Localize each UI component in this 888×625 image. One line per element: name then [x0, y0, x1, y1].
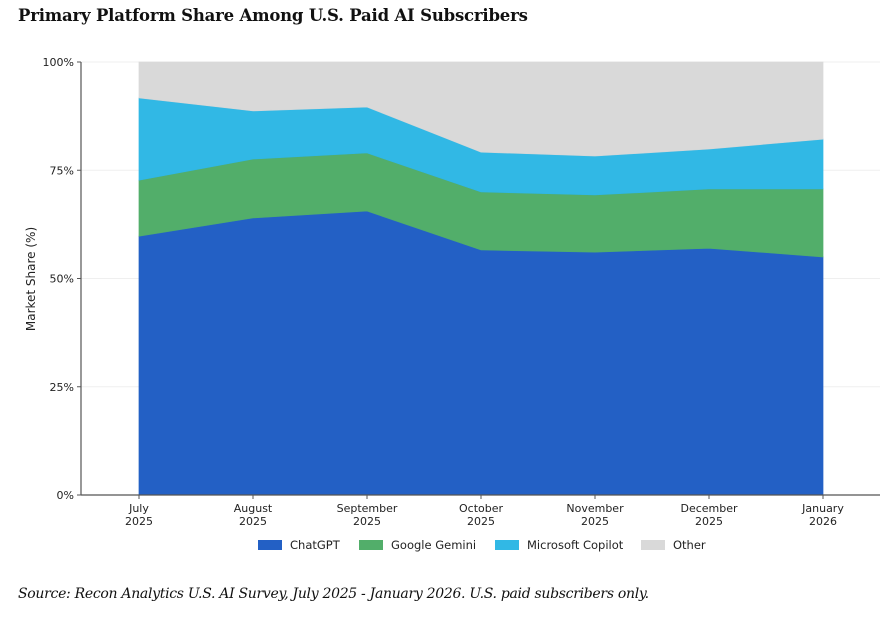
legend-label: ChatGPT: [290, 538, 341, 552]
y-axis-title: Market Share (%): [24, 227, 38, 331]
legend-item-microsoft-copilot: Microsoft Copilot: [495, 538, 624, 552]
x-tick-label: August 2025: [234, 502, 273, 528]
legend-label: Google Gemini: [391, 538, 476, 552]
y-tick-label: 0%: [57, 489, 74, 502]
chart-title: Primary Platform Share Among U.S. Paid A…: [18, 6, 528, 25]
x-axis-ticks: July 2025 August 2025 September 2025 October 20…: [125, 495, 844, 528]
legend-item-google-gemini: Google Gemini: [359, 538, 476, 552]
area-chatgpt: [138, 210, 824, 496]
legend-item-other: Other: [641, 538, 706, 552]
x-tick-label: September 2025: [337, 502, 398, 528]
area-series: [138, 61, 824, 496]
legend-item-chatgpt: ChatGPT: [258, 538, 341, 552]
x-tick-label: December 2025: [680, 502, 738, 528]
legend-label: Microsoft Copilot: [527, 538, 624, 552]
area-other: [138, 61, 824, 157]
x-tick-label: July 2025: [125, 502, 153, 528]
x-tick-label: January 2026: [801, 502, 844, 528]
legend: ChatGPT Google Gemini Microsoft Copilot Oth…: [258, 538, 706, 552]
legend-swatch: [359, 540, 383, 550]
y-tick-label: 100%: [43, 56, 74, 69]
y-axis-ticks: 0% 25% 50% 75% 100%: [43, 56, 81, 502]
y-tick-label: 75%: [50, 164, 74, 177]
legend-swatch: [495, 540, 519, 550]
legend-label: Other: [673, 538, 706, 552]
source-note: Source: Recon Analytics U.S. AI Survey, …: [18, 586, 649, 602]
legend-swatch: [258, 540, 282, 550]
legend-swatch: [641, 540, 665, 550]
y-tick-label: 50%: [50, 273, 74, 286]
y-tick-label: 25%: [50, 381, 74, 394]
x-tick-label: October 2025: [459, 502, 503, 528]
x-tick-label: November 2025: [566, 502, 624, 528]
